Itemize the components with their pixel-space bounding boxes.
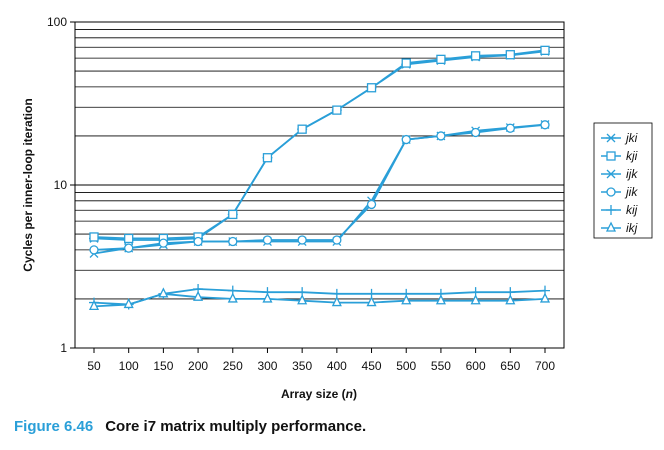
data-point-jik <box>124 243 134 253</box>
x-tick-label: 300 <box>257 359 277 373</box>
legend-item-jik: jik <box>601 185 638 199</box>
caption-text: Core i7 matrix multiply performance. <box>105 418 367 435</box>
data-point-ikj <box>505 294 516 305</box>
series-line-ikj <box>93 292 546 308</box>
legend-item-jki: jki <box>601 131 638 145</box>
x-tick-label: 450 <box>362 359 382 373</box>
data-point-ikj <box>193 290 204 301</box>
legend-label: kji <box>626 149 638 163</box>
data-point-jik <box>540 120 550 130</box>
legend-marker-kij <box>606 205 616 215</box>
data-point-ikj <box>435 294 446 305</box>
x-axis-title: Array size (n) <box>281 387 357 401</box>
data-point-kji <box>366 83 377 93</box>
data-point-ikj <box>88 299 100 311</box>
data-point-kji <box>540 45 550 55</box>
legend-label: kij <box>626 203 638 217</box>
x-tick-label: 150 <box>153 359 173 373</box>
series-line-jik <box>93 123 546 251</box>
figure-label: Figure 6.46 <box>14 418 94 435</box>
data-point-kji <box>89 232 99 242</box>
data-point-kji <box>297 124 307 134</box>
y-tick-label: 100 <box>47 15 67 29</box>
x-tick-label: 400 <box>327 359 347 373</box>
x-tick-label: 650 <box>500 359 520 373</box>
series-jik <box>89 120 550 255</box>
legend: jki kji ijk jik kij ikj <box>593 122 653 239</box>
chart: 50 100 150 200 250 300 350 400 450 500 550 600 650 70… <box>21 15 653 401</box>
data-point-ikj <box>123 297 134 309</box>
legend-item-kij: kij <box>601 203 638 217</box>
series-line-kij <box>93 288 546 306</box>
data-point-kji <box>470 51 481 61</box>
legend-item-ikj: ikj <box>601 221 638 235</box>
x-tick-label: 550 <box>431 359 451 373</box>
legend-box <box>593 122 653 239</box>
legend-marker-kji <box>606 151 616 161</box>
data-point-jik <box>193 236 203 247</box>
y-tick-label: 10 <box>54 178 68 192</box>
x-tick-label: 200 <box>188 359 208 373</box>
data-point-jik <box>366 199 377 210</box>
data-point-jik <box>89 245 99 255</box>
data-point-ikj <box>470 294 481 305</box>
data-point-jik <box>332 235 342 245</box>
data-point-ikj <box>227 292 238 303</box>
data-point-ikj <box>366 296 377 307</box>
data-point-ikj <box>539 292 551 303</box>
x-axis: 50 100 150 200 250 300 350 400 450 500 550 600 650 70… <box>87 348 555 373</box>
series-line-jki <box>93 50 546 241</box>
data-point-jik <box>228 236 238 247</box>
data-point-jik <box>158 238 169 248</box>
data-point-ikj <box>262 292 273 303</box>
series-line-kji <box>93 49 546 240</box>
legend-label: ijk <box>626 167 638 181</box>
legend-label: jik <box>624 185 638 199</box>
legend-label: jki <box>624 131 638 145</box>
legend-marker-ikj <box>605 221 617 232</box>
grid-lines <box>75 29 564 300</box>
y-tick-label: 1 <box>60 341 67 355</box>
data-point-kji <box>332 105 342 115</box>
x-tick-label: 350 <box>292 359 312 373</box>
data-point-kji <box>505 50 515 60</box>
data-point-ikj <box>158 287 169 298</box>
x-tick-label: 50 <box>87 359 101 373</box>
legend-label: ikj <box>626 221 638 235</box>
data-point-jik <box>297 235 307 245</box>
data-point-jik <box>262 235 273 245</box>
series-line-ijk <box>93 123 546 255</box>
x-tick-label: 500 <box>396 359 416 373</box>
series-layer <box>88 45 551 311</box>
series-kji <box>89 45 550 244</box>
data-point-kji <box>228 209 238 220</box>
x-tick-label: 700 <box>535 359 555 373</box>
x-tick-label: 600 <box>466 359 486 373</box>
x-tick-label: 250 <box>223 359 243 373</box>
data-point-kji <box>401 58 411 68</box>
series-kij <box>89 284 550 310</box>
data-point-jik <box>470 127 481 138</box>
legend-marker-ijk <box>606 169 616 179</box>
series-ikj <box>88 287 551 311</box>
legend-marker-jki <box>606 133 616 143</box>
legend-item-ijk: ijk <box>601 167 638 181</box>
y-axis: 1 10 100 <box>47 15 75 355</box>
y-axis-title: Cycles per inner-loop iteration <box>21 98 35 271</box>
figure-caption: Figure 6.46 Core i7 matrix multiply perfo… <box>14 418 366 435</box>
data-point-jik <box>505 123 515 133</box>
data-point-ikj <box>297 294 308 305</box>
legend-item-kji: kji <box>601 149 638 163</box>
data-point-ikj <box>331 296 342 307</box>
legend-marker-jik <box>606 187 616 197</box>
data-point-ikj <box>401 294 412 305</box>
data-point-kji <box>124 233 134 244</box>
x-tick-label: 100 <box>119 359 139 373</box>
data-point-jik <box>401 134 411 145</box>
data-point-kji <box>436 54 446 65</box>
data-point-kji <box>262 153 273 163</box>
series-jki <box>89 46 550 245</box>
data-point-jik <box>436 131 446 141</box>
